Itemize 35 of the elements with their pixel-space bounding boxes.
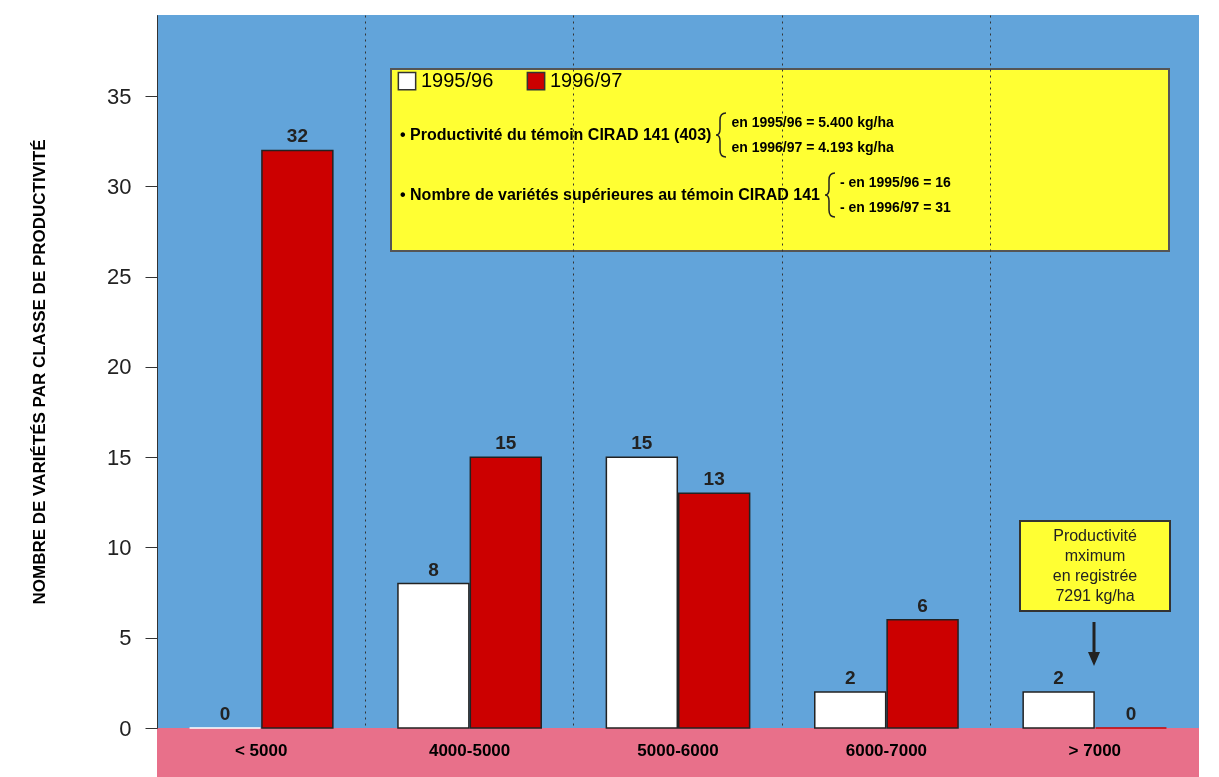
y-tick-label: 0 <box>119 715 132 741</box>
annotation: en 1995/96 = 5.400 kg/ha <box>731 113 894 132</box>
data-label: 15 <box>631 432 653 454</box>
annotation: - en 1995/96 = 16 <box>839 173 951 192</box>
legend-label: 1995/96 <box>421 69 494 92</box>
y-tick-label: 35 <box>107 83 132 109</box>
x-tick-label: 5000-6000 <box>637 740 719 760</box>
annotation: - en 1996/97 = 31 <box>839 198 951 217</box>
x-tick-label: 6000-7000 <box>845 740 928 760</box>
annotation: en 1996/97 = 4.193 kg/ha <box>731 138 894 157</box>
y-tick-label: 15 <box>107 444 132 470</box>
bar <box>1022 691 1095 729</box>
data-label: 32 <box>286 125 308 147</box>
y-axis-title: NOMBRE DE VARIÉTÉS PAR CLASSE DE PRODUCTIVITÉ <box>30 139 50 605</box>
data-label: 2 <box>1053 666 1064 688</box>
data-label: 2 <box>844 666 856 688</box>
legend-label: 1996/97 <box>550 69 623 92</box>
y-tick-label: 10 <box>107 534 132 560</box>
y-tick-label: 20 <box>107 354 132 380</box>
bar <box>261 149 334 729</box>
annotation: • Nombre de variétés supérieures au témoin CIRAD 141 <box>400 186 820 204</box>
data-label: 13 <box>703 468 725 490</box>
y-tick-label: 5 <box>119 625 132 651</box>
y-tick-label: 30 <box>107 173 132 199</box>
x-tick-label: < 5000 <box>234 740 288 760</box>
annotation: • Productivité du témoin CIRAD 141 (403) <box>400 126 712 144</box>
y-tick-label: 25 <box>107 264 132 290</box>
data-label: 8 <box>428 558 439 580</box>
x-tick-label: 4000-5000 <box>428 740 511 760</box>
callout-box: Productivité mximum en registrée 7291 kg/ha <box>1019 520 1171 612</box>
data-label: 15 <box>495 432 517 454</box>
data-label: 0 <box>1125 703 1137 724</box>
x-tick-label: > 7000 <box>1068 740 1122 760</box>
data-label: 6 <box>917 594 928 616</box>
data-label: 0 <box>219 703 231 724</box>
